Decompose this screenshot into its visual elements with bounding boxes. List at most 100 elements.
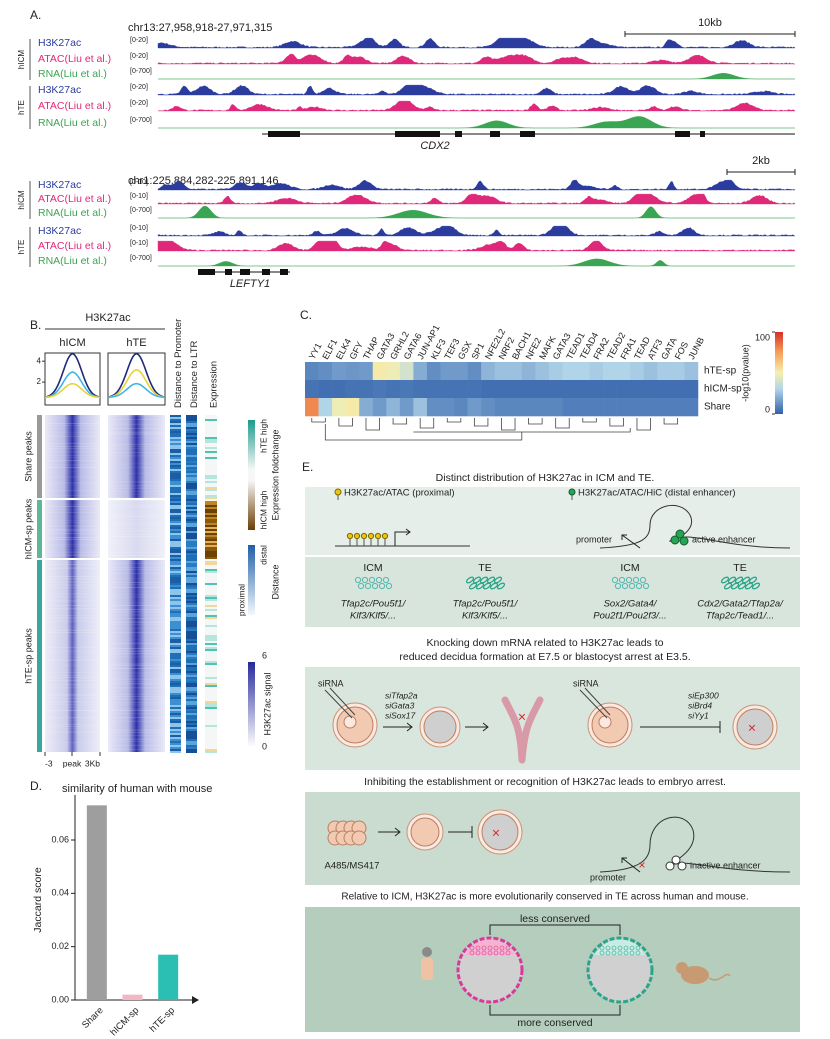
annotation-stripe xyxy=(186,595,197,597)
heatmap-cell xyxy=(318,380,333,399)
annotation-stripe xyxy=(186,743,197,745)
icm-dot xyxy=(635,950,641,956)
annotation-stripe xyxy=(170,585,181,587)
annotation-stripe xyxy=(205,705,217,707)
section-box xyxy=(305,792,800,885)
heatmap-texture xyxy=(45,717,100,719)
te-cell xyxy=(479,576,489,584)
annotation-stripe xyxy=(186,731,197,733)
heatmap-cell xyxy=(521,362,536,381)
signal-track xyxy=(158,73,795,80)
annotation-stripe xyxy=(205,731,217,733)
profile-curve xyxy=(44,353,101,398)
heatmap-texture xyxy=(45,659,100,661)
annotation-stripe xyxy=(170,747,181,749)
annotation-stripe xyxy=(186,711,197,713)
heatmap-cell xyxy=(359,380,374,399)
heatmap-texture xyxy=(108,428,165,429)
heatmap-cell xyxy=(426,380,441,399)
annotation-stripe xyxy=(186,435,197,437)
annotation-stripe xyxy=(170,429,181,431)
annotation-stripe xyxy=(186,421,197,423)
te-cell xyxy=(482,582,492,590)
annotation-stripe xyxy=(186,425,197,427)
heatmap-texture xyxy=(45,584,100,586)
heatmap-cell xyxy=(670,398,685,417)
exon xyxy=(395,131,440,137)
heatmap-texture xyxy=(45,723,100,725)
colorbar-label: -log10(pvalue) xyxy=(740,344,750,402)
annotation-stripe xyxy=(205,593,217,595)
embryo-inner xyxy=(481,813,519,851)
heatmap-texture xyxy=(108,614,165,616)
heatmap-cell xyxy=(386,362,401,381)
axis-arrow xyxy=(192,996,199,1004)
annotation-stripe xyxy=(186,493,197,495)
annotation-stripe xyxy=(170,711,181,713)
annotation-stripe xyxy=(205,651,217,653)
annotation-stripe xyxy=(205,521,217,523)
heatmap-texture xyxy=(45,487,100,489)
annotation-stripe xyxy=(205,573,217,575)
label: active enhancer xyxy=(692,534,756,544)
heatmap-texture xyxy=(45,442,100,444)
label: H3K27ac signal xyxy=(262,672,272,735)
annotation-stripe xyxy=(205,601,217,603)
section-box xyxy=(305,667,800,770)
heatmap-texture xyxy=(45,455,100,456)
annotation-stripe xyxy=(186,737,197,739)
mouse-body xyxy=(681,966,709,984)
arrow xyxy=(465,722,489,732)
annotation-stripe xyxy=(186,541,197,543)
annotation-stripe xyxy=(170,749,181,751)
scale-label: 10kb xyxy=(698,17,722,29)
heatmap-cell xyxy=(399,398,414,417)
annotation-stripe xyxy=(186,671,197,673)
annotation-stripe xyxy=(170,745,181,747)
annotation-stripe xyxy=(186,605,197,607)
annotation-stripe xyxy=(186,631,197,633)
heatmap-texture xyxy=(45,445,100,447)
annotation-stripe xyxy=(205,697,217,699)
heatmap-cell xyxy=(657,398,672,417)
annotation-stripe xyxy=(205,433,217,435)
annotation-stripe xyxy=(170,525,181,527)
annotation-stripe xyxy=(170,483,181,485)
te-cell xyxy=(489,582,499,590)
heatmap-texture xyxy=(45,561,100,563)
heatmap-texture xyxy=(108,593,165,595)
heatmap-texture xyxy=(45,749,100,750)
heatmap-cell xyxy=(345,362,360,381)
gene-list: Tfap2c/Pou5f1/ xyxy=(453,599,519,610)
heatmap-texture xyxy=(108,431,165,433)
label: siRNA xyxy=(318,678,344,688)
annotation-stripe xyxy=(170,735,181,737)
annotation-stripe xyxy=(205,445,217,447)
heatmap-texture xyxy=(45,743,100,745)
annotation-stripe xyxy=(205,733,217,735)
annotation-stripe xyxy=(186,555,197,557)
annotation-stripe xyxy=(186,531,197,533)
annotation-stripe xyxy=(186,449,197,451)
annotation-stripe xyxy=(170,455,181,457)
annotation-stripe xyxy=(170,727,181,729)
icm-dot xyxy=(481,945,487,951)
annotation-stripe xyxy=(170,713,181,715)
heatmap-cell xyxy=(576,362,590,381)
annotation-stripe xyxy=(186,423,197,425)
gene-list: Cdx2/Gata2/Tfap2a/ xyxy=(697,599,784,610)
annotation-stripe xyxy=(205,595,217,597)
legend-bar xyxy=(248,545,255,615)
legend-bar xyxy=(248,420,255,530)
annotation-stripe xyxy=(170,537,181,539)
annotation-stripe xyxy=(170,743,181,745)
annotation-stripe xyxy=(205,717,217,719)
heatmap-texture xyxy=(45,620,100,622)
heatmap-texture xyxy=(45,497,100,499)
annotation-stripe xyxy=(205,431,217,433)
annotation-stripe xyxy=(205,423,217,425)
label: Expression foldchange xyxy=(270,429,280,520)
annotation-stripe xyxy=(186,741,197,743)
annotation-stripe xyxy=(170,665,181,667)
annotation-stripe xyxy=(205,641,217,643)
